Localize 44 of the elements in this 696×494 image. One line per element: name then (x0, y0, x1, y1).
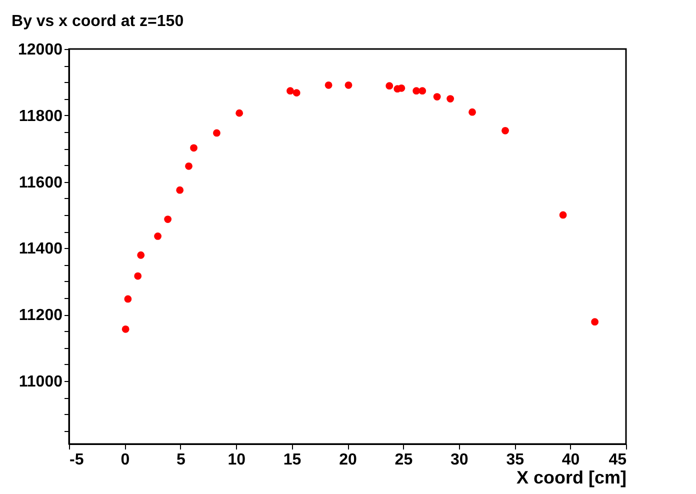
x-tick-label: 10 (228, 452, 246, 468)
point (124, 295, 132, 303)
point (213, 129, 220, 137)
x-tick-label: 20 (339, 452, 357, 468)
x-tick-label: -5 (70, 452, 84, 468)
point (122, 325, 130, 333)
point (559, 211, 567, 219)
point (134, 272, 142, 280)
x-tick-label: 35 (506, 452, 524, 468)
chart-title: By vs x coord at z=150 (12, 13, 184, 30)
point (418, 87, 426, 95)
x-tick-label: 0 (120, 452, 130, 468)
x-tick-label: 25 (394, 452, 413, 468)
point (176, 186, 184, 194)
point (292, 89, 300, 97)
x-tick-label: 40 (562, 452, 580, 468)
x-tick-label: 5 (176, 452, 186, 468)
x-tick-label: 30 (450, 452, 468, 468)
point (344, 81, 352, 89)
x-axis-title: X coord [cm] (516, 468, 626, 488)
point (591, 318, 599, 326)
y-tick-label: 11200 (18, 307, 63, 324)
point (412, 87, 420, 95)
point (164, 216, 172, 223)
point (446, 95, 454, 102)
point (190, 144, 198, 152)
point (236, 109, 244, 117)
point (433, 93, 441, 100)
point (502, 126, 509, 134)
y-tick-label: 11000 (18, 373, 63, 390)
point (386, 82, 394, 90)
y-tick-label: 11600 (18, 174, 63, 192)
y-tick-label: 12000 (18, 42, 63, 58)
point (468, 108, 476, 116)
point (324, 81, 332, 89)
y-tick-label: 11400 (18, 240, 63, 258)
point (137, 251, 145, 259)
y-tick-label: 11800 (18, 108, 63, 125)
x-tick-label: 15 (283, 452, 302, 468)
point (286, 87, 294, 95)
point (185, 162, 192, 170)
point (398, 84, 406, 92)
point (154, 232, 162, 240)
x-tick-label: 45 (608, 452, 627, 468)
